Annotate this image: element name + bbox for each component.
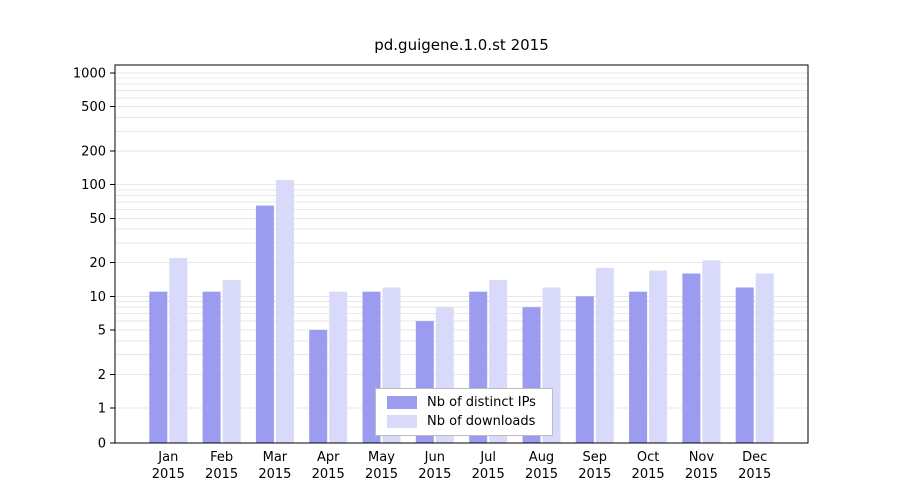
- y-tick-label: 200: [81, 145, 106, 160]
- y-tick-label: 100: [81, 178, 106, 193]
- legend-swatch-distinct-ips: [387, 396, 417, 409]
- bar-downloads-oct: [649, 270, 668, 443]
- x-tick-label-month: Aug: [529, 450, 554, 465]
- x-tick-label-month: Jun: [424, 450, 445, 465]
- x-tick-label-month: Nov: [689, 450, 715, 465]
- x-tick-label-year: 2015: [578, 467, 611, 482]
- x-tick-label-year: 2015: [205, 467, 238, 482]
- x-tick-label-year: 2015: [632, 467, 665, 482]
- x-tick-label-year: 2015: [312, 467, 345, 482]
- legend-item-downloads: Nb of downloads: [387, 415, 536, 428]
- y-tick-label: 20: [89, 256, 106, 271]
- chart-legend: Nb of distinct IPs Nb of downloads: [375, 388, 553, 436]
- bar-downloads-apr: [329, 291, 348, 443]
- bar-downloads-mar: [275, 180, 294, 443]
- chart-title: pd.guigene.1.0.st 2015: [374, 36, 549, 54]
- x-tick-label-month: Oct: [637, 450, 659, 465]
- x-tick-label-year: 2015: [152, 467, 185, 482]
- y-tick-label: 500: [81, 100, 106, 115]
- bar-downloads-feb: [222, 280, 241, 443]
- y-tick-label: 2: [98, 368, 106, 383]
- bar-distinct-ips-oct: [629, 291, 648, 443]
- bar-distinct-ips-nov: [682, 273, 701, 443]
- x-tick-label-year: 2015: [685, 467, 718, 482]
- bar-downloads-nov: [702, 260, 721, 443]
- x-tick-label-month: Jan: [157, 450, 178, 465]
- bar-downloads-dec: [755, 273, 774, 443]
- x-tick-label-year: 2015: [472, 467, 505, 482]
- legend-item-distinct-ips: Nb of distinct IPs: [387, 396, 536, 409]
- bar-distinct-ips-feb: [202, 291, 221, 443]
- x-tick-label-year: 2015: [525, 467, 558, 482]
- x-tick-label-year: 2015: [738, 467, 771, 482]
- legend-swatch-downloads: [387, 415, 417, 428]
- x-tick-label-year: 2015: [418, 467, 451, 482]
- x-tick-label-month: Sep: [583, 450, 608, 465]
- x-tick-label-month: Apr: [317, 450, 340, 465]
- x-tick-label-year: 2015: [258, 467, 291, 482]
- x-tick-label-month: Jul: [479, 450, 496, 465]
- x-tick-label-month: May: [368, 450, 395, 465]
- x-tick-label-month: Feb: [210, 450, 233, 465]
- bar-distinct-ips-dec: [735, 287, 754, 443]
- x-tick-label-month: Dec: [742, 450, 767, 465]
- bar-downloads-sep: [595, 267, 614, 443]
- x-tick-label-month: Mar: [263, 450, 288, 465]
- bar-distinct-ips-mar: [255, 205, 274, 443]
- y-tick-label: 0: [98, 437, 106, 452]
- y-tick-label: 5: [98, 323, 106, 338]
- legend-label-downloads: Nb of downloads: [427, 414, 536, 429]
- bar-distinct-ips-jan: [149, 291, 168, 443]
- y-tick-label: 1: [98, 402, 106, 417]
- y-tick-label: 1000: [73, 67, 106, 82]
- x-tick-label-year: 2015: [365, 467, 398, 482]
- legend-label-distinct-ips: Nb of distinct IPs: [427, 395, 536, 410]
- bar-downloads-jan: [169, 258, 188, 443]
- y-tick-label: 50: [89, 212, 106, 227]
- plot-frame: [114, 64, 809, 444]
- bar-distinct-ips-sep: [575, 296, 594, 443]
- bar-distinct-ips-apr: [309, 329, 328, 443]
- y-tick-label: 10: [89, 290, 106, 305]
